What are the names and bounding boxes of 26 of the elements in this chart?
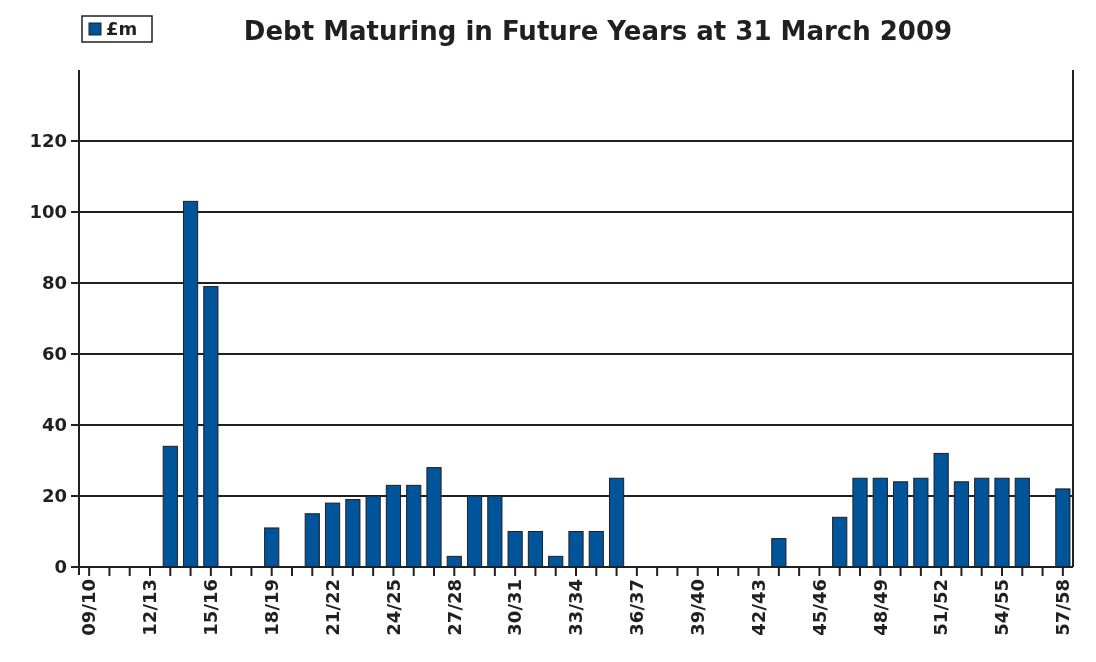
x-tick-label: 21/22 [321, 579, 343, 636]
legend-label: £m [106, 18, 138, 40]
y-tick-label: 60 [41, 343, 67, 365]
y-tick-label: 0 [54, 556, 67, 578]
y-tick-label: 20 [41, 485, 67, 507]
x-tick-label: 42/43 [747, 579, 769, 636]
x-tick-label: 12/13 [139, 579, 161, 636]
y-tick-label: 120 [29, 130, 67, 152]
x-tick-label: 45/46 [808, 579, 830, 636]
x-tick-label: 36/37 [626, 579, 648, 636]
chart-title: Debt Maturing in Future Years at 31 March 2009 [243, 16, 953, 46]
x-tick-label: 24/25 [382, 579, 404, 636]
x-tick-label: 33/34 [565, 579, 587, 636]
x-tick-label: 09/10 [78, 579, 100, 636]
x-tick-label: 15/16 [200, 579, 222, 636]
x-tick-label: 54/55 [991, 579, 1013, 636]
x-tick-label: 51/52 [930, 579, 952, 636]
y-tick-label: 40 [41, 414, 67, 436]
x-tick-label: 27/28 [443, 579, 465, 636]
x-tick-label: 57/58 [1052, 579, 1074, 636]
x-tick-label: 18/19 [261, 579, 283, 636]
x-tick-label: 39/40 [687, 579, 709, 636]
x-tick-label: 30/31 [504, 579, 526, 636]
y-tick-label: 100 [29, 201, 67, 223]
y-tick-label: 80 [41, 272, 67, 294]
x-tick-label: 48/49 [869, 579, 891, 636]
